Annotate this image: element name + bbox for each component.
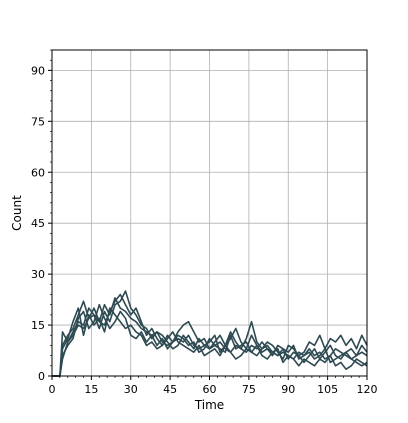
series-line-4 (52, 303, 368, 377)
y-tick-label-5: 75 (31, 115, 45, 128)
series-line-2 (52, 290, 368, 377)
y-tick-label-3: 45 (31, 217, 45, 230)
y-tick-label-6: 90 (31, 64, 45, 77)
axis-ticks: 0 15 30 45 60 75 90 105 120 0 15 30 45 60 75 90 (31, 49, 378, 396)
y-tick-label-4: 60 (31, 166, 45, 179)
x-tick-label-3: 45 (163, 383, 177, 396)
y-axis-label: Count (10, 195, 24, 231)
x-tick-label-4: 60 (203, 383, 217, 396)
y-tick-label-0: 0 (38, 370, 45, 383)
x-tick-label-7: 105 (317, 383, 338, 396)
x-tick-label-6: 90 (281, 383, 295, 396)
y-tick-label-2: 30 (31, 268, 45, 281)
y-tick-label-1: 15 (31, 319, 45, 332)
x-tick-label-8: 120 (357, 383, 378, 396)
x-tick-label-1: 15 (84, 383, 98, 396)
x-axis-label: Time (194, 398, 224, 412)
x-tick-label-2: 30 (124, 383, 138, 396)
series-line-1 (52, 293, 368, 377)
x-tick-label-5: 75 (242, 383, 256, 396)
x-tick-label-0: 0 (49, 383, 56, 396)
series-line-3 (52, 307, 368, 377)
series-group (52, 290, 368, 377)
